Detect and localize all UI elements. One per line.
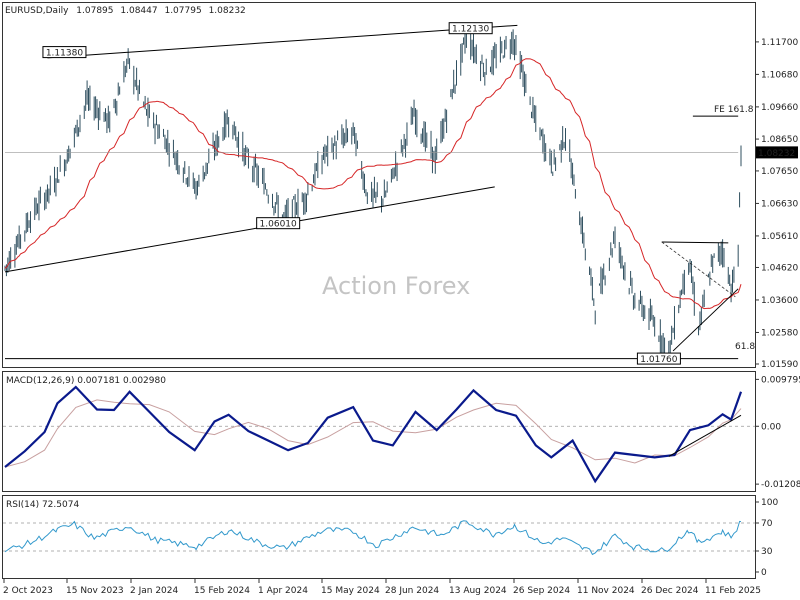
fib-level-label: 61.8 xyxy=(735,342,755,352)
annotation-box xyxy=(42,46,87,59)
price-tick-label: 1.08650 xyxy=(761,135,798,145)
macd-line xyxy=(4,385,743,484)
price-tick-label: 1.09660 xyxy=(761,103,798,113)
lower-channel-line xyxy=(4,186,495,273)
x-tick-label: 15 Feb 2024 xyxy=(194,586,250,596)
rsi-line xyxy=(4,520,742,556)
price-tick-label: 1.10680 xyxy=(761,70,798,80)
price-annotations: 1.11380 1.12130 1.06010 1.01760 FE 161.8 61.8… xyxy=(42,22,798,365)
signal-line xyxy=(4,399,742,468)
open-value: 1.07895 xyxy=(76,6,113,16)
x-tick-label: 15 Nov 2023 xyxy=(66,586,124,596)
macd-panel-frame xyxy=(2,371,756,492)
rsi-tick-label: 70 xyxy=(761,519,773,529)
x-axis: 2 Oct 2023 15 Nov 2023 2 Jan 2024 15 Feb 20… xyxy=(3,579,761,596)
price-tick-label: 1.02580 xyxy=(761,328,798,338)
low-value: 1.07795 xyxy=(164,6,201,16)
annotation-box xyxy=(448,22,493,35)
x-tick-label: 13 Aug 2024 xyxy=(449,586,507,596)
x-tick-label: 28 Jun 2024 xyxy=(385,586,439,596)
price-tick-label: 1.05610 xyxy=(761,232,798,242)
current-price-tag xyxy=(756,146,798,159)
triangle-top-line xyxy=(661,241,729,244)
moving-average-line xyxy=(4,58,742,310)
annotation-label: 1.06010 xyxy=(260,220,297,230)
annotation-label: 1.11380 xyxy=(46,49,83,59)
price-tick-label: 1.03600 xyxy=(761,296,798,306)
price-tick-label: 1.06630 xyxy=(761,199,798,209)
chart-header: EURUSD,Daily 1.07895 1.08447 1.07795 1.0… xyxy=(5,6,246,16)
annotation-box xyxy=(636,352,681,365)
watermark: Action Forex xyxy=(322,272,470,300)
rsi-panel-label: RSI(14) 72.5074 xyxy=(6,500,79,510)
x-tick-label: 2 Jan 2024 xyxy=(130,586,178,596)
close-value: 1.08232 xyxy=(209,6,246,16)
x-tick-label: 15 May 2024 xyxy=(321,586,380,596)
price-tick-label: 1.01590 xyxy=(761,360,798,370)
moving-average-series xyxy=(4,58,742,310)
price-tick-label: 1.04620 xyxy=(761,263,798,273)
rsi-tick-label: 100 xyxy=(761,498,778,508)
price-panel-frame xyxy=(2,2,756,368)
symbol-label: EURUSD,Daily xyxy=(5,6,69,16)
rsi-tick-label: 0 xyxy=(761,568,767,578)
macd-tick-label: 0.00 xyxy=(761,422,781,432)
x-tick-label: 11 Feb 2025 xyxy=(705,586,761,596)
price-tick-label: 1.07650 xyxy=(761,167,798,177)
x-tick-label: 2 Oct 2023 xyxy=(3,586,53,596)
rsi-tick-label: 30 xyxy=(761,547,773,557)
current-price-label: 1.08232 xyxy=(758,149,795,159)
x-tick-label: 26 Dec 2024 xyxy=(641,586,699,596)
x-tick-label: 11 Nov 2024 xyxy=(577,586,635,596)
upper-channel-line xyxy=(47,24,518,59)
candlestick-series xyxy=(4,24,742,360)
x-tick-label: 1 Apr 2024 xyxy=(258,586,308,596)
rsi-panel-frame xyxy=(2,495,756,579)
price-tick-label: 1.11700 xyxy=(761,38,798,48)
macd-trend-line xyxy=(668,414,742,457)
fe-level-label: FE 161.8 xyxy=(714,105,754,115)
annotation-label: 1.12130 xyxy=(452,25,489,35)
price-axis-ticks: 1.11700 1.10680 1.09660 1.08650 1.07650 1.066… xyxy=(755,38,798,370)
x-tick-label: 26 Sep 2024 xyxy=(513,586,570,596)
macd-panel-label: MACD(12,26,9) 0.007181 0.002980 xyxy=(6,376,166,386)
annotation-label: 1.01760 xyxy=(640,355,677,365)
trend-lines xyxy=(4,24,739,360)
triangle-support-line xyxy=(672,288,739,352)
triangle-dashed-line xyxy=(661,241,736,298)
high-value: 1.08447 xyxy=(120,6,157,16)
annotation-box xyxy=(256,217,301,230)
rsi-series: 100 70 30 0 xyxy=(3,498,778,578)
macd-tick-label: 0.009795 xyxy=(761,375,800,385)
